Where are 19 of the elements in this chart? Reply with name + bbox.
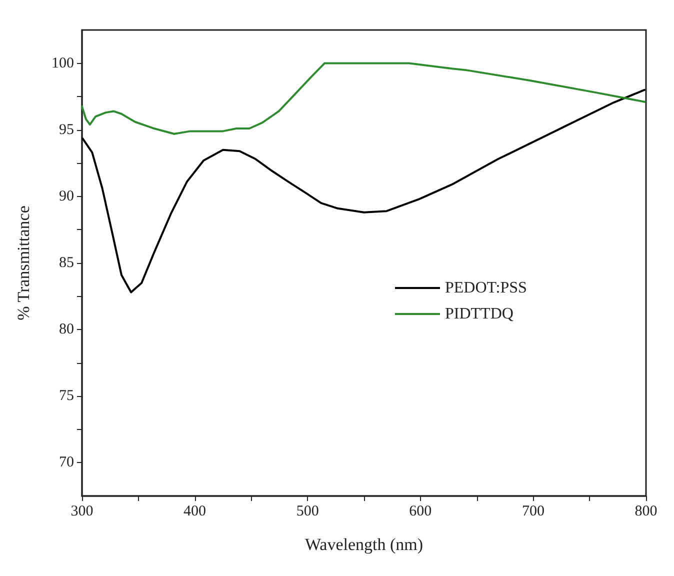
y-tick-label: 75 xyxy=(59,388,74,404)
y-axis-title: % Transmittance xyxy=(14,206,33,320)
y-tick-label: 85 xyxy=(59,255,74,271)
x-tick-label: 800 xyxy=(634,504,658,520)
y-tick-label: 95 xyxy=(59,122,74,138)
x-axis-title: Wavelength (nm) xyxy=(304,535,424,554)
x-tick-label: 700 xyxy=(522,504,544,520)
x-tick-label: 500 xyxy=(296,504,319,520)
legend-label: PEDOT:PSS xyxy=(445,280,527,296)
x-tick-label: 600 xyxy=(409,504,432,520)
legend-label: PIDTTDQ xyxy=(445,306,514,322)
y-tick-label: 90 xyxy=(59,188,74,204)
y-tick-label: 70 xyxy=(59,454,74,471)
line-series xyxy=(81,62,646,135)
y-tick-label: 100 xyxy=(52,55,74,72)
x-tick-label: 400 xyxy=(184,504,206,520)
x-tick-label: 300 xyxy=(70,504,94,520)
y-tick-label: 80 xyxy=(59,322,74,338)
line-series xyxy=(82,88,646,294)
